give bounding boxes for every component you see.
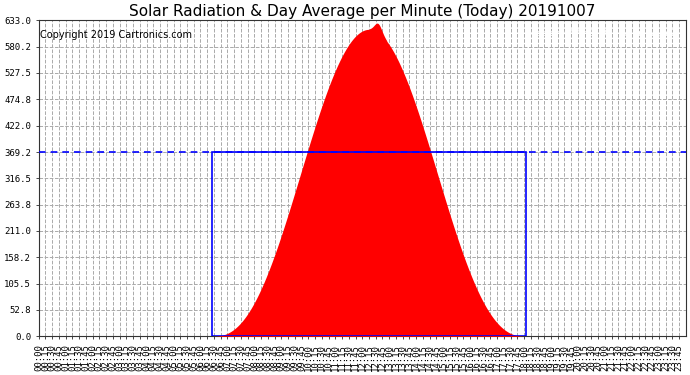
Text: Copyright 2019 Cartronics.com: Copyright 2019 Cartronics.com [40, 30, 192, 40]
Title: Solar Radiation & Day Average per Minute (Today) 20191007: Solar Radiation & Day Average per Minute… [129, 4, 595, 19]
Bar [212, 152, 526, 336]
Legend: Median (W/m2), Radiation (W/m2): Median (W/m2), Radiation (W/m2) [522, 25, 681, 41]
